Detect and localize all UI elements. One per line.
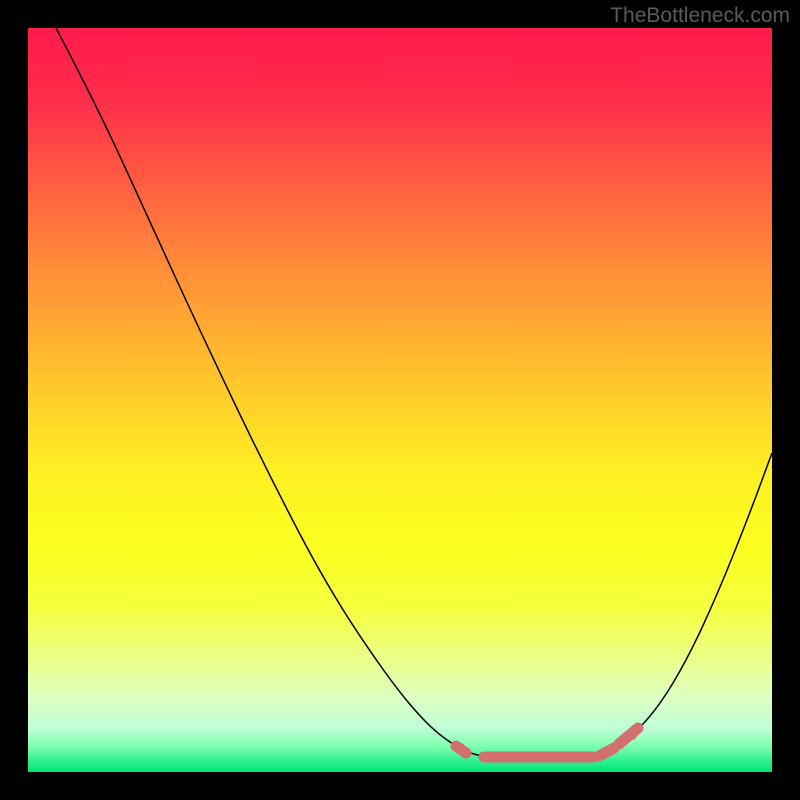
watermark-text: TheBottleneck.com	[610, 4, 790, 28]
highlight-dot	[627, 730, 637, 740]
bottleneck-curve	[28, 28, 772, 772]
plot-area	[28, 28, 772, 772]
highlight-dot	[605, 746, 615, 756]
highlight-dot	[455, 743, 465, 753]
